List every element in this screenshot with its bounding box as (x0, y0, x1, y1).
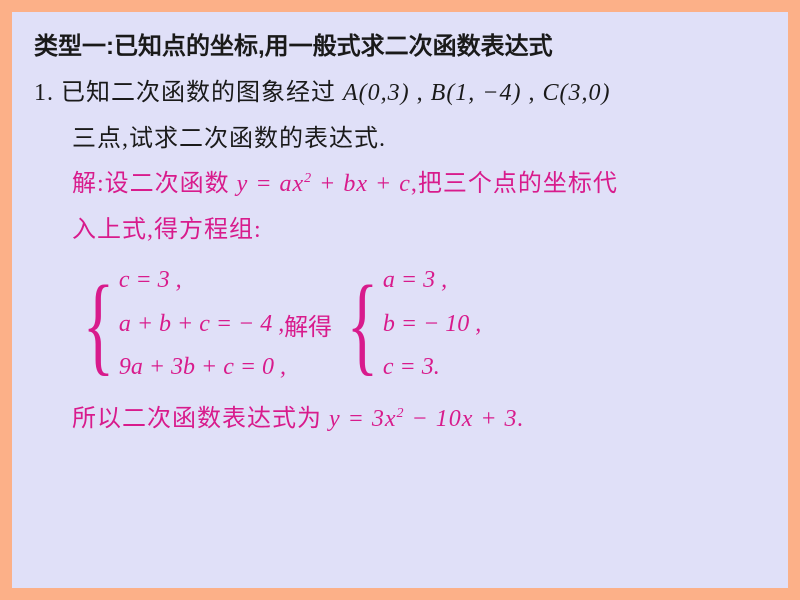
left-eq-2: a + b + c = − 4 , (119, 309, 286, 340)
solution-line-2: 入上式,得方程组: (34, 208, 766, 254)
problem-text-1a: 已知二次函数的图象经过 (61, 80, 343, 106)
finish-eq2: − 10x + 3. (405, 406, 525, 432)
finish-sup: 2 (397, 406, 405, 421)
finish-eq1: y = 3x (329, 406, 397, 432)
left-system: { c = 3 , a + b + c = − 4 , 9a + 3b + c … (72, 259, 286, 389)
problem-number: 1. (34, 80, 54, 106)
right-eq-3: c = 3. (383, 352, 481, 383)
sol-text-1b: ,把三个点的坐标代 (411, 171, 618, 197)
right-system: { a = 3 , b = − 10 , c = 3. (336, 259, 481, 389)
sol-eq-sup: 2 (304, 171, 312, 186)
document-page: 类型一:已知点的坐标,用一般式求二次函数表达式 1. 已知二次函数的图象经过 A… (12, 12, 788, 588)
left-equations: c = 3 , a + b + c = − 4 , 9a + 3b + c = … (119, 259, 286, 389)
solve-text: 解得 (284, 307, 332, 342)
problem-line-1: 1. 已知二次函数的图象经过 A(0,3) , B(1, −4) , C(3,0… (34, 71, 766, 117)
section-title: 类型一:已知点的坐标,用一般式求二次函数表达式 (34, 26, 766, 61)
sep2: , (522, 80, 543, 106)
right-eq-1: a = 3 , (383, 265, 481, 296)
point-a: A(0,3) (343, 80, 410, 106)
problem-line-2: 三点,试求二次函数的表达式. (34, 117, 766, 163)
sol-eq-main: y = ax (237, 171, 305, 197)
sol-eq-rest: + bx + c (312, 171, 411, 197)
point-c: C(3,0) (543, 80, 611, 106)
equation-systems: { c = 3 , a + b + c = − 4 , 9a + 3b + c … (34, 259, 766, 389)
finish-text: 所以二次函数表达式为 (72, 406, 329, 432)
left-eq-1: c = 3 , (119, 265, 286, 296)
sol-text-1a: 解:设二次函数 (72, 171, 237, 197)
right-equations: a = 3 , b = − 10 , c = 3. (383, 259, 481, 389)
right-brace-icon: { (347, 269, 379, 379)
left-brace-icon: { (83, 269, 115, 379)
solution-line-1: 解:设二次函数 y = ax2 + bx + c,把三个点的坐标代 (34, 162, 766, 208)
solution-finish: 所以二次函数表达式为 y = 3x2 − 10x + 3. (34, 397, 766, 443)
point-b: B(1, −4) (431, 80, 522, 106)
sep1: , (410, 80, 431, 106)
right-eq-2: b = − 10 , (383, 309, 481, 340)
left-eq-3: 9a + 3b + c = 0 , (119, 352, 286, 383)
